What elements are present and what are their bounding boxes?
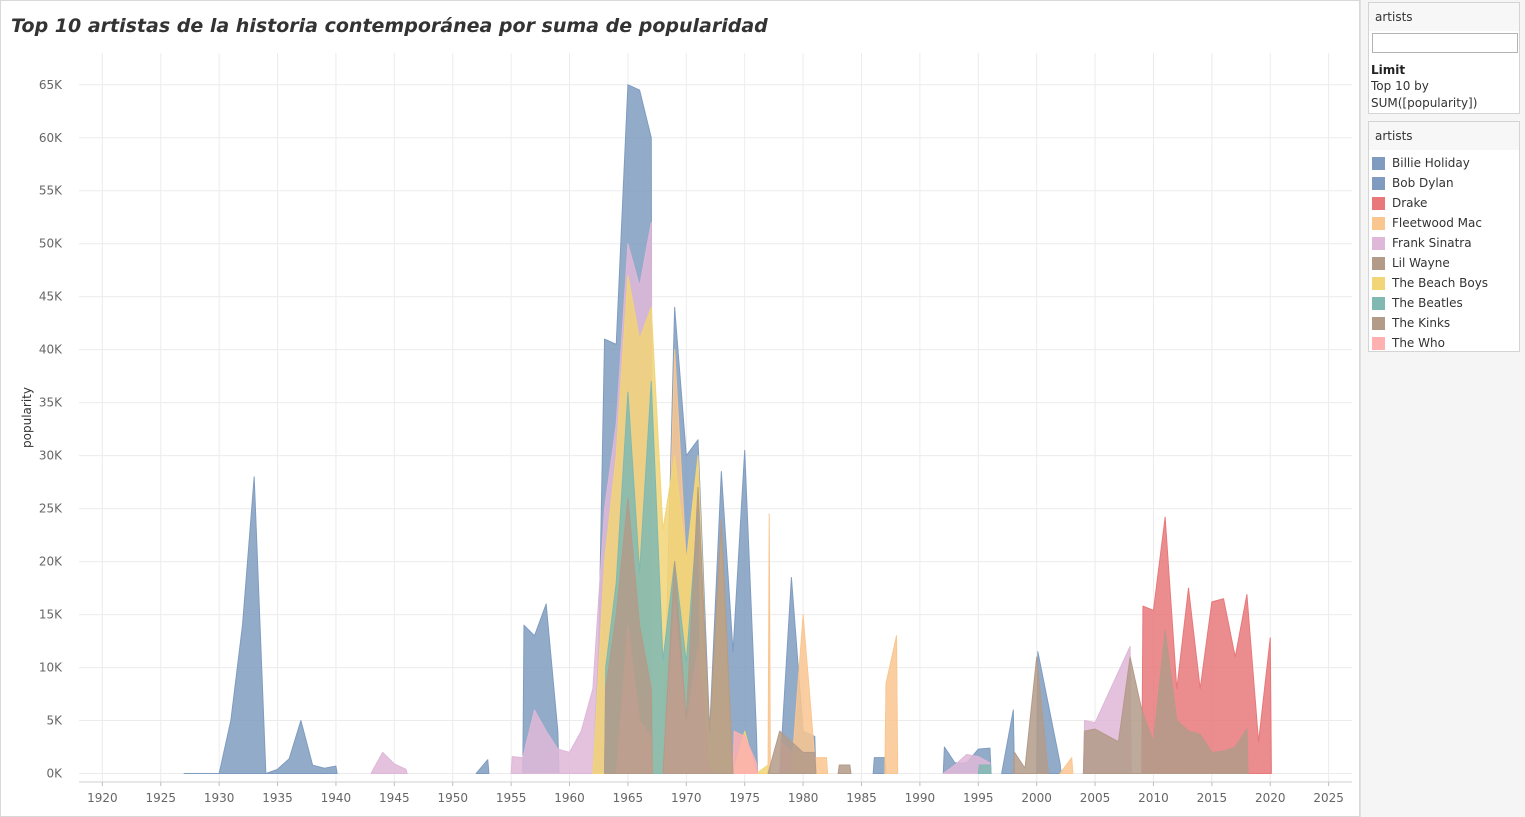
legend-swatch (1372, 276, 1385, 290)
page-title: Top 10 artistas de la historia contempor… (11, 15, 768, 37)
x-tick-label: 1920 (87, 791, 118, 805)
x-tick-label: 1970 (671, 791, 702, 805)
area-the-kinks[interactable] (662, 486, 734, 775)
x-tick-label: 1940 (321, 791, 352, 805)
legend-swatch (1372, 336, 1385, 350)
area-the-who[interactable] (732, 730, 759, 775)
y-tick-label: 50K (39, 237, 63, 251)
limit-title: Limit (1371, 63, 1406, 77)
y-tick-label: 30K (39, 449, 63, 463)
area-lil-wayne[interactable] (1082, 629, 1249, 775)
legend-item[interactable]: Bob Dylan (1369, 173, 1519, 193)
y-tick-label: 20K (39, 555, 63, 569)
area-fleetwood-mac[interactable] (884, 635, 899, 775)
right-sidebar: artists Limit Top 10 by SUM([popularity]… (1360, 0, 1525, 817)
x-tick-label: 1990 (905, 791, 936, 805)
x-tick-label: 2020 (1255, 791, 1286, 805)
y-tick-label: 55K (39, 184, 63, 198)
x-tick-label: 1975 (729, 791, 760, 805)
axes: 0K 5K 10K 15K 20K 25K 30K 35K 40K 45K 50K 55K 60K 65K… (20, 78, 1352, 805)
legend-swatch (1372, 316, 1385, 330)
area-the-kinks[interactable] (604, 497, 653, 775)
legend-swatch (1372, 256, 1385, 270)
artists-filter-card: artists Limit Top 10 by SUM([popularity]… (1368, 2, 1520, 114)
limit-expression: SUM([popularity]) (1371, 96, 1478, 110)
x-tick-label: 1960 (554, 791, 585, 805)
x-tick-label: 2000 (1021, 791, 1052, 805)
area-billie-holiday[interactable] (183, 476, 338, 775)
x-tick-label: 1980 (788, 791, 819, 805)
x-tick-label: 2005 (1080, 791, 1111, 805)
legend-swatch (1372, 236, 1385, 250)
x-tick-label: 1930 (204, 791, 235, 805)
area-the-kinks[interactable] (767, 730, 817, 775)
legend-swatch (1372, 176, 1385, 190)
y-tick-label: 5K (46, 714, 63, 728)
legend-item[interactable]: Drake (1369, 193, 1519, 213)
area-frank-sinatra[interactable] (370, 751, 408, 775)
x-tick-label: 2025 (1313, 791, 1344, 805)
x-tick-label: 1955 (496, 791, 527, 805)
legend-swatch (1372, 196, 1385, 210)
legend-item[interactable]: The Kinks (1369, 313, 1519, 333)
x-tick-label: 1995 (963, 791, 994, 805)
legend-label: Fleetwood Mac (1392, 216, 1482, 230)
area-series-layer (183, 84, 1272, 775)
area-bob-dylan[interactable] (872, 757, 887, 775)
y-tick-label: 25K (39, 502, 63, 516)
legend-label: Bob Dylan (1392, 176, 1454, 190)
area-the-beatles[interactable] (977, 764, 992, 775)
legend-swatch (1372, 216, 1385, 230)
legend-label: Frank Sinatra (1392, 236, 1472, 250)
y-tick-label: 65K (39, 78, 63, 92)
legend-item[interactable]: The Beatles (1369, 293, 1519, 313)
x-tick-label: 1935 (262, 791, 293, 805)
y-tick-label: 10K (39, 661, 63, 675)
area-the-kinks[interactable] (837, 764, 852, 775)
x-tick-label: 1950 (437, 791, 468, 805)
legend-list: Billie Holiday Bob Dylan Drake Fleetwood Ma… (1369, 150, 1519, 353)
artists-legend-card: artists Billie Holiday Bob Dylan Drake Flee… (1368, 121, 1520, 352)
area-fleetwood-mac[interactable] (1059, 757, 1074, 775)
legend-header: artists (1369, 122, 1519, 150)
limit-description: Top 10 by (1371, 79, 1429, 93)
x-tick-label: 1945 (379, 791, 410, 805)
y-tick-label: 15K (39, 608, 63, 622)
y-tick-label: 35K (39, 396, 63, 410)
y-tick-label: 60K (39, 131, 63, 145)
legend-item[interactable]: Frank Sinatra (1369, 233, 1519, 253)
y-tick-label: 45K (39, 290, 63, 304)
legend-item[interactable]: Fleetwood Mac (1369, 213, 1519, 233)
area-fleetwood-mac[interactable] (767, 513, 771, 775)
x-tick-label: 1985 (846, 791, 877, 805)
legend-label: The Kinks (1392, 316, 1451, 330)
legend-label: Drake (1392, 196, 1428, 210)
legend-label: Lil Wayne (1392, 256, 1450, 270)
x-tick-label: 2015 (1197, 791, 1228, 805)
legend-item[interactable]: Lil Wayne (1369, 253, 1519, 273)
x-tick-label: 1965 (613, 791, 644, 805)
legend-label: Billie Holiday (1392, 156, 1470, 170)
area-fleetwood-mac[interactable] (790, 614, 829, 775)
x-tick-label: 2010 (1138, 791, 1169, 805)
legend-item[interactable]: Billie Holiday (1369, 153, 1519, 173)
area-lil-wayne[interactable] (1012, 656, 1049, 775)
legend-item[interactable]: The Who (1369, 333, 1519, 353)
chart-panel: Top 10 artistas de la historia contempor… (0, 0, 1360, 817)
legend-swatch (1372, 156, 1385, 170)
area-chart: 0K 5K 10K 15K 20K 25K 30K 35K 40K 45K 50K 55K 60K 65K… (20, 53, 1352, 805)
area-bob-dylan[interactable] (1001, 709, 1015, 775)
filter-header: artists (1369, 3, 1519, 31)
legend-label: The Who (1392, 336, 1445, 350)
y-tick-label: 0K (46, 767, 63, 781)
legend-label: The Beatles (1392, 296, 1463, 310)
legend-item[interactable]: The Beach Boys (1369, 273, 1519, 293)
area-billie-holiday[interactable] (475, 759, 490, 775)
legend-swatch (1372, 296, 1385, 310)
artists-search-input[interactable] (1372, 33, 1518, 53)
y-tick-label: 40K (39, 343, 63, 357)
y-axis-label: popularity (20, 387, 34, 448)
legend-label: The Beach Boys (1392, 276, 1489, 290)
x-tick-label: 1925 (145, 791, 176, 805)
